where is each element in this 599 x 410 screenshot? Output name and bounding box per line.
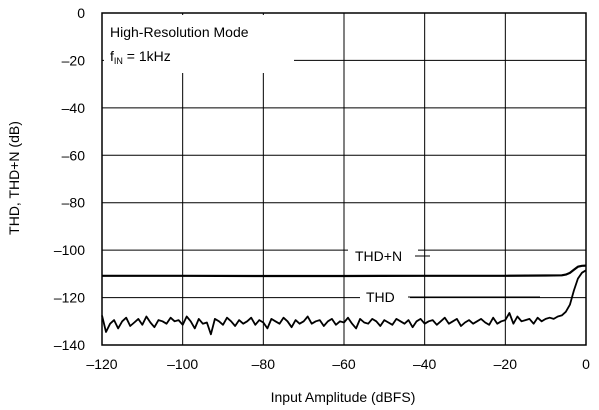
y-tick-label: –60 xyxy=(62,147,86,163)
x-tick-label: –60 xyxy=(332,356,356,372)
series-line-thd xyxy=(101,269,587,336)
thd-label-backing xyxy=(360,285,410,309)
thdn-label-backing xyxy=(348,244,418,268)
x-tick-label: –120 xyxy=(86,356,117,372)
y-tick-label: –80 xyxy=(62,195,86,211)
fin-symbol: f xyxy=(110,48,114,64)
y-tick-label: –20 xyxy=(62,52,86,68)
y-tick-label: –40 xyxy=(62,100,86,116)
y-axis-title: THD, THD+N (dB) xyxy=(6,121,22,235)
x-tick-label: –100 xyxy=(167,356,198,372)
x-axis-title: Input Amplitude (dBFS) xyxy=(271,389,416,405)
x-tick-label: –20 xyxy=(494,356,518,372)
thdn-series-label: THD+N xyxy=(355,248,402,264)
fin-subscript: IN xyxy=(114,56,123,66)
x-tick-label: –80 xyxy=(252,356,276,372)
fin-annotation: fIN = 1kHz xyxy=(110,48,171,66)
mode-annotation: High-Resolution Mode xyxy=(110,24,249,40)
annotation-backing xyxy=(104,15,294,73)
y-tick-label: –120 xyxy=(54,290,85,306)
fin-value: = 1kHz xyxy=(123,48,171,64)
plot-frame xyxy=(101,12,587,346)
thd-series-label: THD xyxy=(366,289,395,305)
tick-labels: –120 –100 –80 –60 –40 –20 0 0 –20 –40 –60 –80 –100 –1… xyxy=(54,5,590,372)
x-tick-label: –40 xyxy=(413,356,437,372)
series-lines xyxy=(101,255,587,336)
series-line-thd-n xyxy=(102,264,587,278)
x-tick-label: 0 xyxy=(582,356,590,372)
annotation-masks xyxy=(104,15,418,309)
y-tick-label: –100 xyxy=(54,242,85,258)
y-tick-label: 0 xyxy=(77,5,85,21)
y-tick-label: –140 xyxy=(54,337,85,353)
